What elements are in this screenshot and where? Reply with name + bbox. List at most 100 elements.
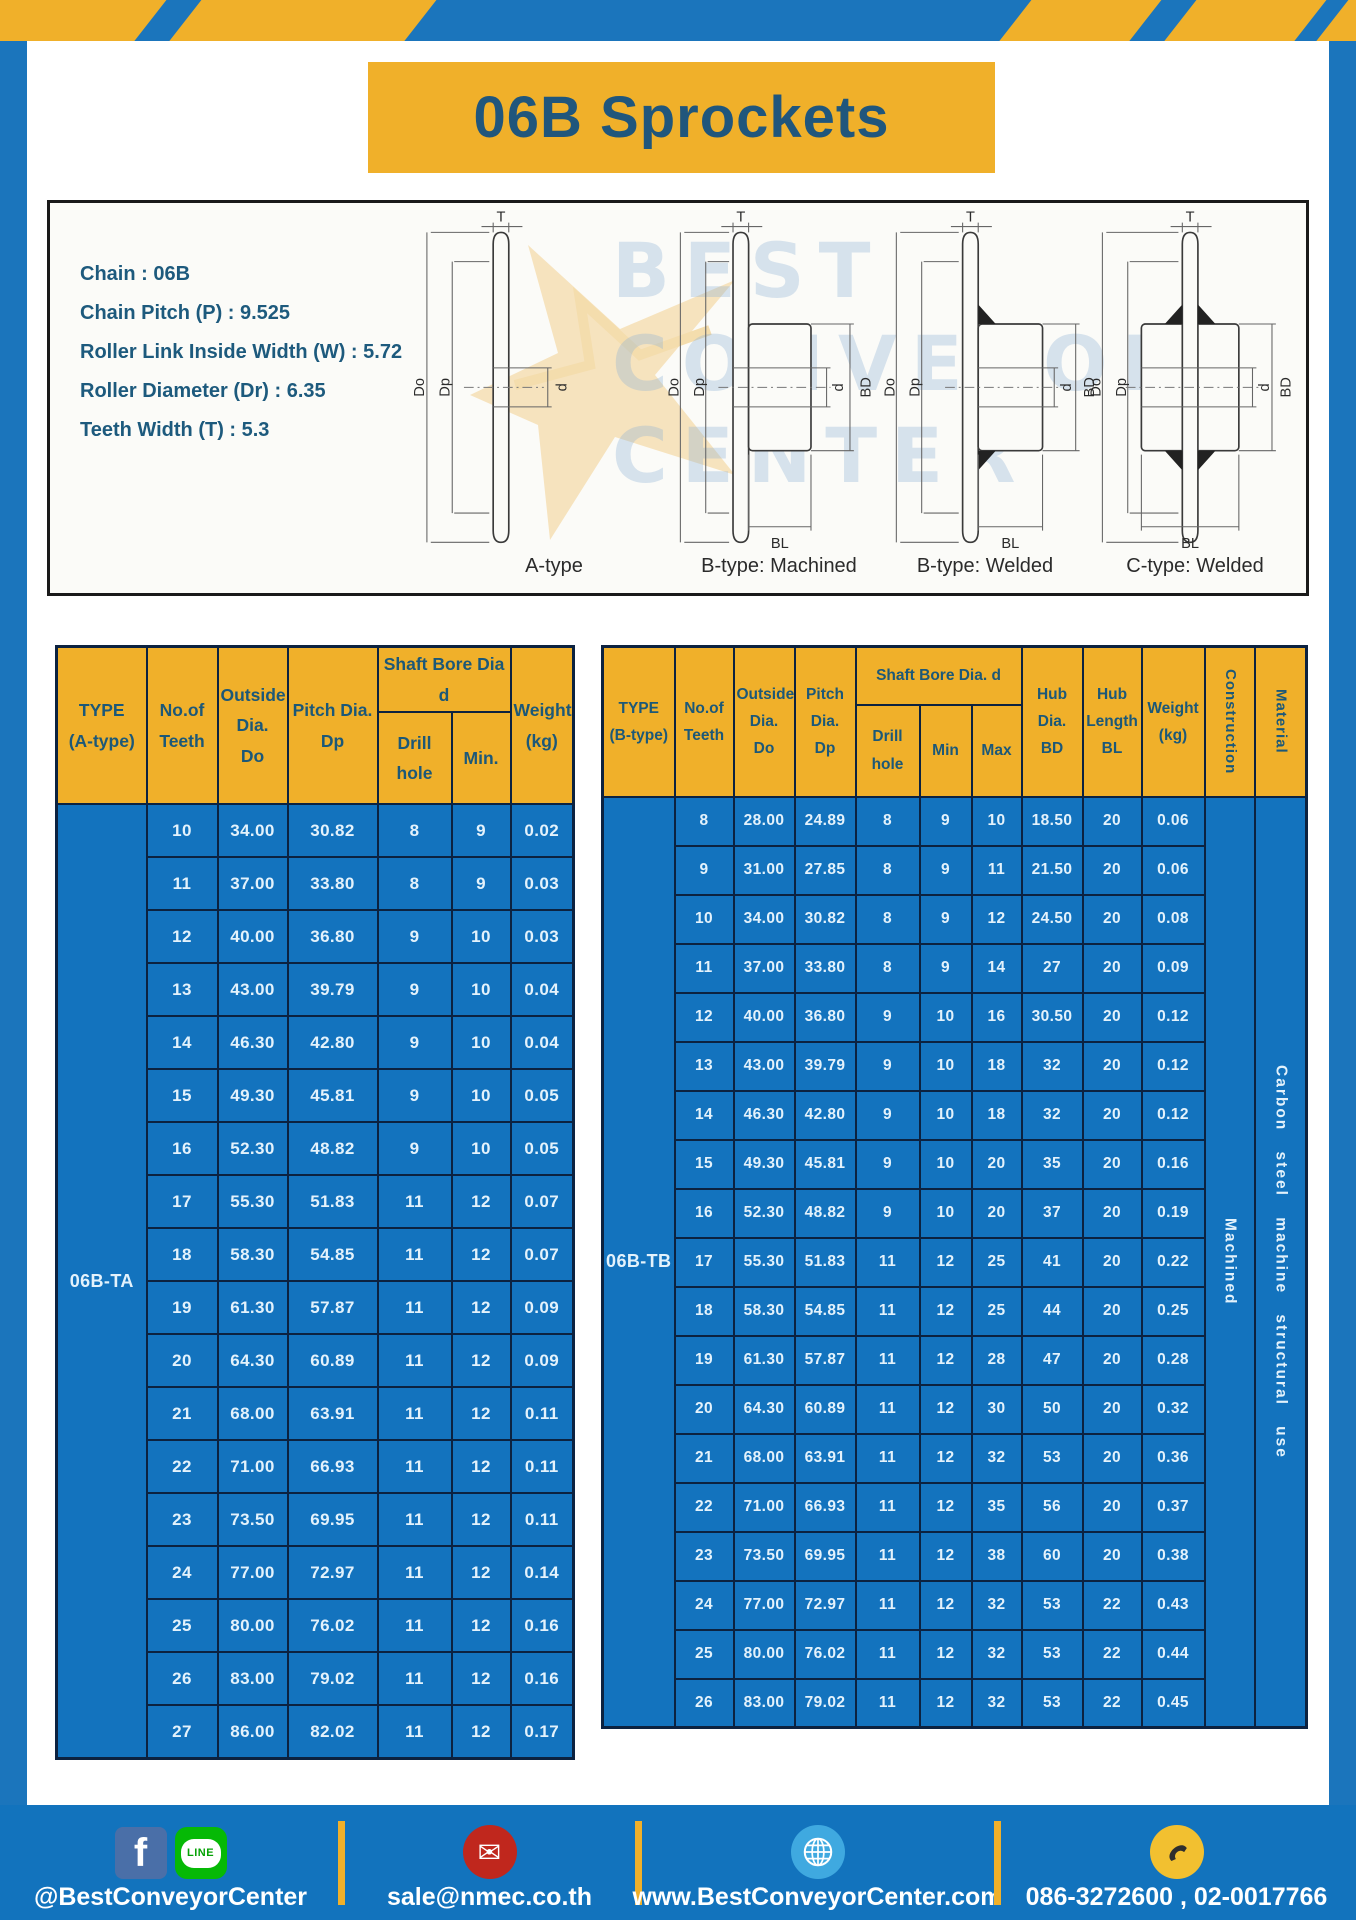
table-cell: 0.16 [509,1598,575,1654]
svg-text:Do: Do [412,378,428,397]
table-cell: 20 [1081,1236,1143,1288]
table-cell: 0.14 [509,1545,575,1601]
table-cell: 66.93 [286,1439,379,1495]
svg-text:T: T [497,210,506,226]
table-cell: 76.02 [286,1598,379,1654]
table-cell: 21 [673,1432,735,1484]
table-cell: 14 [970,942,1023,994]
table-cell: 83.00 [732,1677,796,1729]
table-cell: 0.28 [1140,1334,1206,1386]
footer-email: sale@nmec.co.th [386,1883,592,1911]
vertical-text-cell: Carbon steel machine structural use [1253,795,1308,1729]
table-cell: 12 [450,1333,512,1389]
sprocket-diagram-c-welded: T Do Dp d BD BL [1088,210,1294,553]
spec-line: Roller Link Inside Width (W) : 5.72 [80,341,403,363]
svg-text:BD: BD [858,377,874,397]
table-row: 16 52.30 48.82 9 10 20 37 20 0.19 [603,1187,1307,1239]
table-cell: 11 [376,1651,453,1707]
table-cell: 11 [854,1677,921,1729]
table-cell: 27.85 [793,844,857,896]
table-cell: 49.30 [732,1138,796,1190]
table-cell: 15 [673,1138,735,1190]
table-cell: 12 [918,1579,973,1631]
table-cell: 76.02 [793,1628,857,1680]
table-row: 13 43.00 39.79 9 10 18 32 20 0.12 [603,1040,1307,1092]
table-cell: 31.00 [732,844,796,896]
table-row: 23 73.50 69.95 11 12 0.11 [57,1492,575,1548]
table-cell: 34.00 [732,893,796,945]
table-row: 25 80.00 76.02 11 12 32 53 22 0.44 [603,1628,1307,1680]
table-cell: 42.80 [286,1015,379,1071]
table-cell: 68.00 [216,1386,289,1442]
table-cell: 8 [854,942,921,994]
table-row: 10 34.00 30.82 8 9 12 24.50 20 0.08 [603,893,1307,945]
svg-text:T: T [1186,210,1195,226]
table-cell: 11 [376,1174,453,1230]
stripe-decoration [997,0,1163,41]
col-header-min: Min. [450,711,512,806]
table-cell: 26 [673,1677,735,1729]
top-decorative-bar [0,0,1356,41]
col-header-type: TYPE (B-type) [601,645,676,798]
table-cell: 37.00 [732,942,796,994]
table-cell: 11 [673,942,735,994]
table-cell: 20 [1081,795,1143,847]
table-cell: 0.38 [1140,1530,1206,1582]
table-cell: 32 [970,1628,1023,1680]
table-row: 19 61.30 57.87 11 12 0.09 [57,1280,575,1336]
table-cell: 20 [1081,1138,1143,1190]
col-header-weight: Weight (kg) [509,645,575,806]
table-cell: 28.00 [732,795,796,847]
footer-email-section: ✉ sale@nmec.co.th [345,1805,635,1920]
table-cell: 12 [450,1174,512,1230]
table-cell: 37 [1020,1187,1084,1239]
table-cell: 37.00 [216,856,289,912]
table-cell: 22 [673,1481,735,1533]
table-cell: 0.04 [509,962,575,1018]
table-cell: 9 [918,795,973,847]
table-cell: 0.07 [509,1227,575,1283]
type-cell: 06B-TA [55,803,148,1760]
footer-social-section: f LINE @BestConveyorCenter [4,1805,338,1920]
svg-text:d: d [831,383,847,391]
table-row: 06B-TA 10 34.00 30.82 8 9 0.02 [55,803,575,1760]
table-cell: 10 [970,795,1023,847]
table-cell: 12 [450,1439,512,1495]
svg-text:Dp: Dp [437,378,453,397]
table-cell: 9 [854,1187,921,1239]
table-cell: 11 [854,1579,921,1631]
svg-text:d: d [1257,383,1273,391]
table-cell: 55.30 [216,1174,289,1230]
table-cell: 12 [450,1280,512,1336]
table-cell: 33.80 [793,942,857,994]
footer-website: www.BestConveyorCenter.com [632,1883,1003,1911]
table-cell: 60.89 [793,1383,857,1435]
table-cell: 21 [145,1386,219,1442]
col-header-drill-hole: Drill hole [376,711,453,806]
table-cell: 0.11 [509,1439,575,1495]
table-cell: 11 [145,856,219,912]
footer-divider [337,1820,345,1905]
table-cell: 40.00 [732,991,796,1043]
table-cell: 53 [1020,1628,1084,1680]
table-cell: 79.02 [793,1677,857,1729]
table-cell: 0.12 [1140,1089,1206,1141]
table-cell: 9 [918,893,973,945]
table-row: 15 49.30 45.81 9 10 0.05 [57,1068,575,1124]
table-cell: 0.04 [509,1015,575,1071]
table-cell: 9 [376,962,453,1018]
table-row: 14 46.30 42.80 9 10 0.04 [57,1015,575,1071]
table-cell: 25 [673,1628,735,1680]
table-cell: 23 [673,1530,735,1582]
table-cell: 0.16 [509,1651,575,1707]
table-cell: 12 [450,1227,512,1283]
table-cell: 38 [970,1530,1023,1582]
table-cell: 20 [1081,991,1143,1043]
table-cell: 19 [145,1280,219,1336]
table-cell: 60.89 [286,1333,379,1389]
col-header-min: Min [918,703,973,798]
table-cell: 9 [673,844,735,896]
table-cell: 15 [145,1068,219,1124]
table-cell: 0.45 [1140,1677,1206,1729]
col-header-material: Material [1253,645,1308,798]
